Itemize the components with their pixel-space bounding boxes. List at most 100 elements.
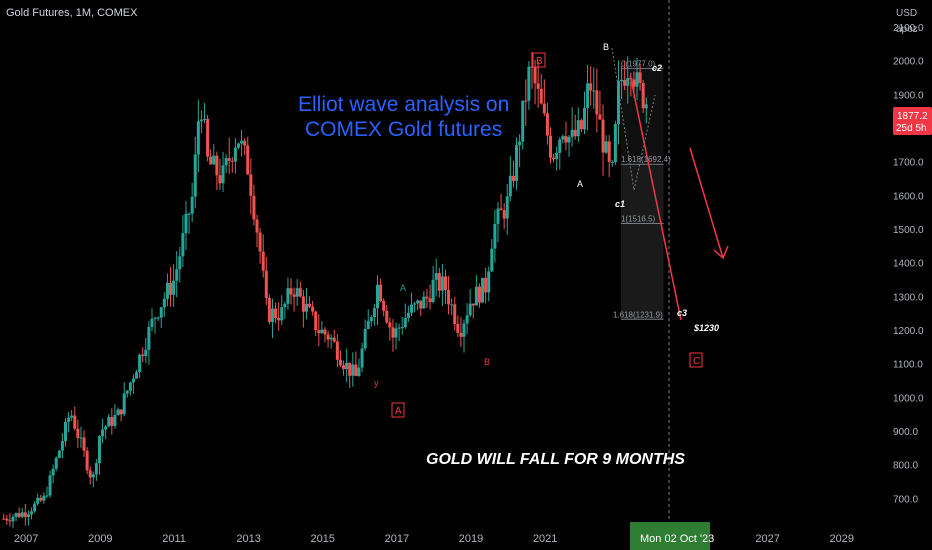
wave-b-major-label: B [536,56,543,67]
candle-body [335,341,339,360]
candle-body [363,329,367,349]
candle-body [246,145,250,175]
candle-body [493,224,497,249]
candle-body [403,317,407,328]
crosshair-date-tag [630,522,710,550]
price-tick-label: 1900.0 [893,90,924,101]
candle-body [221,165,225,184]
price-tick-label: 1100.0 [893,360,923,371]
candle-body [453,304,457,324]
candle-body [317,330,321,334]
candle-body [240,140,244,144]
price-tick-label: 1200.0 [893,326,924,337]
candle-body [295,288,299,297]
time-tick-label: 2017 [385,533,409,545]
candle-body [434,273,438,280]
candle-body [607,141,611,163]
time-tick-label: 2015 [311,533,335,545]
candle-body [508,175,512,197]
candle-body [620,79,624,82]
fibonacci-extension[interactable]: 0(1977.0) 1.618(1692.4) 1(1516.5) 1.618(123… [613,59,671,320]
candle-body [604,141,608,153]
candle-body [215,155,219,176]
candle-body [635,72,639,87]
candle-body [515,145,519,181]
candle-body [45,495,49,497]
price-tick-label: 1400.0 [893,259,924,270]
candle-body [51,468,55,476]
candle-body [549,135,553,158]
price-axis[interactable]: 700.0 800.0 900.0 1000.0 1100.0 1200.0 1300.0 1… [893,23,924,505]
candle-body [521,100,525,142]
price-tick-label: 1500.0 [893,225,924,236]
candle-body [555,152,559,160]
candle-body [128,382,132,391]
wave-guide-line [633,94,656,191]
candle-body [613,124,617,162]
time-tick-label: 2027 [755,533,779,545]
price-tick-label: 1600.0 [893,191,924,202]
candle-body [616,81,620,125]
candle-body [511,175,515,181]
candle-body [76,428,80,438]
candle-body [97,436,101,464]
target-label: $1230 [693,323,719,333]
candle-body [536,83,540,89]
candle-body [447,289,451,305]
wave-a-major-box [391,402,405,418]
candle-body [406,312,410,318]
wave-b-top-label: B [603,42,609,52]
candle-body [564,136,568,143]
candle-body [298,288,302,297]
candle-body [311,306,315,312]
candle-body [409,304,413,313]
wave-c2-label: c2 [652,63,662,73]
candle-body [85,450,89,471]
candle-body [156,317,160,319]
symbol-title[interactable]: Gold Futures, 1M, COMEX [6,7,138,19]
candle-body [357,367,361,376]
candle-body [110,417,114,426]
candle-body [233,147,237,162]
candle-body [169,282,173,295]
wave-b-major-box [532,52,546,68]
candle-body [11,516,15,522]
crosshair-date: Mon 02 Oct '23 [640,533,714,545]
candle-body [227,158,231,161]
candle-body [8,520,12,522]
candle-body [638,72,642,83]
time-tick-label: 2009 [88,533,112,545]
price-tick-label: 700.0 [893,494,918,505]
candle-body [82,437,86,451]
candle-body [545,113,549,136]
candle-body [243,140,247,146]
candle-body [252,195,256,220]
candle-body [224,158,228,166]
candle-body [20,512,24,517]
candle-body [23,512,27,518]
candle-body [48,475,52,496]
fib-level-label: 1(1516.5) [621,214,656,223]
candle-body [2,518,6,520]
candle-body [496,208,500,225]
candle-body [595,90,599,115]
candle-body [558,139,562,153]
candle-body [477,286,481,303]
fib-level-label: 1.618(1692.4) [621,155,671,164]
candle-body [274,308,278,318]
candle-body [342,365,346,370]
candle-body [144,349,148,357]
time-axis[interactable]: 2007200920112013201520172019202120252027… [14,533,854,545]
candle-body [141,354,145,357]
candle-body [292,294,296,297]
candle-body [57,450,61,458]
wave-drawings[interactable] [611,0,729,522]
headline-line-1: Elliot wave analysis on [298,93,509,116]
candle-body [552,157,556,160]
candle-body [369,317,373,322]
candle-body [567,136,571,143]
candle-body [382,300,386,311]
candle-body [36,497,40,504]
candle-body [5,518,9,521]
